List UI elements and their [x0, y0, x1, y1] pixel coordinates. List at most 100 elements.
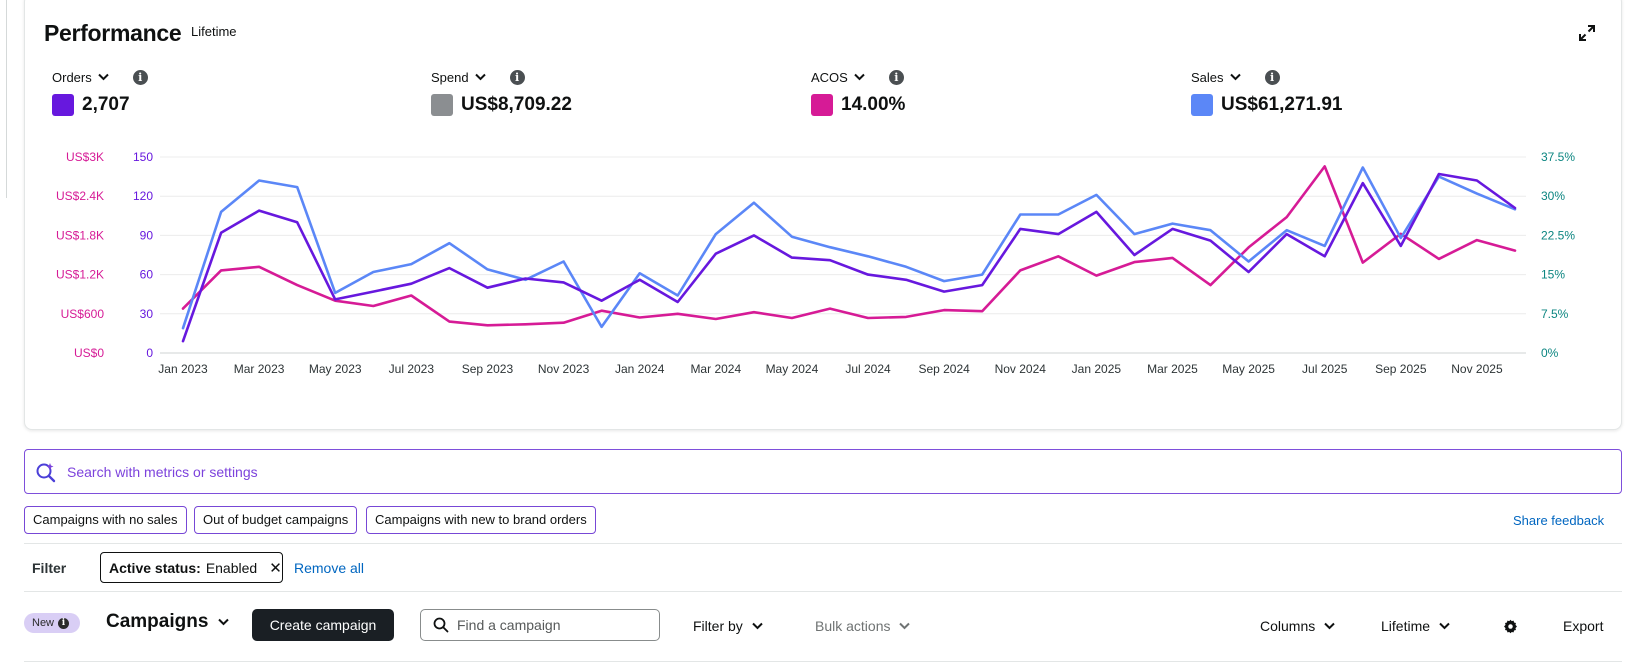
filter-chip-key: Active status: [109, 559, 201, 576]
info-icon[interactable]: i [132, 69, 148, 85]
y-tick-label-orders: 150 [133, 150, 153, 164]
performance-range: Lifetime [191, 24, 237, 39]
active-status-filter-chip[interactable]: Active status: Enabled ✕ [100, 552, 283, 583]
series-line-acos [181, 165, 1517, 327]
metric-label: Spend [431, 69, 469, 85]
x-tick-label: Nov 2025 [1451, 362, 1503, 376]
metric-orders[interactable]: Orders i 2,707 [52, 68, 148, 116]
info-icon: i [58, 617, 70, 629]
y-tick-label-orders: 120 [133, 189, 153, 203]
remove-all-link[interactable]: Remove all [294, 560, 365, 576]
x-tick-label: Sep 2025 [1375, 362, 1427, 376]
chip-out-of-budget[interactable]: Out of budget campaigns [194, 506, 358, 534]
find-campaign-field[interactable] [420, 609, 660, 641]
performance-title: Performance [44, 20, 182, 46]
metric-color-swatch [431, 94, 453, 116]
chevron-down-icon [474, 73, 486, 81]
bulk-actions-label: Bulk actions [815, 618, 891, 634]
divider [24, 543, 1622, 544]
campaigns-type-dropdown[interactable]: Campaigns [106, 611, 230, 633]
divider [24, 591, 1622, 592]
x-tick-label: May 2024 [766, 362, 819, 376]
x-tick-label: Jan 2023 [158, 362, 208, 376]
series-line-sales [181, 166, 1517, 330]
gear-icon[interactable] [1503, 619, 1518, 634]
metric-value: US$8,709.22 [461, 94, 572, 115]
performance-line-chart: US$0 0 0% US$600 30 7.5% US$1.2K 60 15% US$1.8K 90… [56, 150, 1575, 376]
metric-label: ACOS [811, 69, 848, 85]
x-tick-label: Sep 2024 [918, 362, 970, 376]
page-edge-divider [6, 0, 7, 198]
y-tick-label-orders: 60 [140, 268, 154, 282]
columns-dropdown[interactable]: Columns [1260, 618, 1335, 634]
y-tick-label-acos: 7.5% [1541, 307, 1569, 321]
metric-label: Orders [52, 69, 92, 85]
expand-icon[interactable] [1578, 24, 1596, 42]
x-tick-label: Sep 2023 [462, 362, 514, 376]
x-tick-label: Mar 2023 [234, 362, 285, 376]
x-tick-label: May 2023 [309, 362, 362, 376]
filter-label: Filter [32, 560, 67, 576]
y-tick-label-spend: US$2.4K [56, 189, 104, 203]
chip-new-to-brand[interactable]: Campaigns with new to brand orders [366, 506, 596, 534]
metric-label: Sales [1191, 69, 1224, 85]
export-button[interactable]: Export [1563, 618, 1604, 634]
x-tick-label: Jan 2025 [1072, 362, 1122, 376]
y-tick-label-spend: US$3K [66, 150, 104, 164]
x-tick-label: Jul 2025 [1302, 362, 1348, 376]
info-icon[interactable]: i [509, 69, 525, 85]
new-badge[interactable]: New i [24, 613, 80, 633]
date-range-label: Lifetime [1381, 618, 1431, 634]
chevron-down-icon [218, 618, 230, 626]
x-tick-label: Jul 2024 [845, 362, 891, 376]
performance-card [24, 0, 1622, 430]
y-tick-label-spend: US$1.2K [56, 268, 104, 282]
chevron-down-icon [899, 622, 911, 630]
metric-spend[interactable]: Spend i US$8,709.22 [431, 68, 572, 116]
x-tick-label: Nov 2024 [995, 362, 1047, 376]
metric-color-swatch [52, 94, 74, 116]
x-tick-label: Jul 2023 [389, 362, 435, 376]
filter-by-dropdown[interactable]: Filter by [693, 618, 763, 634]
y-tick-label-acos: 15% [1541, 268, 1565, 282]
find-campaign-input[interactable] [457, 617, 647, 633]
x-tick-label: Nov 2023 [538, 362, 590, 376]
chevron-down-icon [752, 622, 763, 630]
divider [24, 661, 1622, 662]
chip-no-sales[interactable]: Campaigns with no sales [24, 506, 187, 534]
y-tick-label-acos: 30% [1541, 189, 1565, 203]
chevron-down-icon [1324, 622, 1335, 630]
columns-label: Columns [1260, 618, 1316, 634]
chevron-down-icon [1229, 73, 1241, 81]
metric-color-swatch [811, 94, 833, 116]
y-tick-label-orders: 30 [140, 307, 154, 321]
new-badge-label: New [32, 617, 55, 629]
y-tick-label-spend: US$0 [74, 346, 104, 360]
y-tick-label-orders: 90 [140, 228, 154, 242]
chevron-down-icon [1439, 622, 1450, 630]
y-tick-label-acos: 0% [1541, 346, 1559, 360]
bulk-actions-dropdown[interactable]: Bulk actions [815, 618, 911, 634]
y-tick-label-orders: 0 [146, 346, 153, 360]
metrics-search-bar[interactable]: Search with metrics or settings [24, 449, 1622, 494]
series-line-orders [181, 172, 1517, 343]
date-range-dropdown[interactable]: Lifetime [1381, 618, 1450, 634]
share-feedback-link[interactable]: Share feedback [1513, 513, 1605, 528]
metric-sales[interactable]: Sales i US$61,271.91 [1191, 68, 1343, 116]
metric-acos[interactable]: ACOS i 14.00% [811, 68, 905, 116]
y-tick-label-spend: US$1.8K [56, 228, 104, 242]
y-tick-label-spend: US$600 [61, 307, 105, 321]
filter-chip-value: Enabled [205, 559, 258, 576]
metric-value: 2,707 [82, 94, 130, 115]
x-tick-label: Mar 2024 [690, 362, 741, 376]
search-placeholder: Search with metrics or settings [67, 463, 258, 480]
create-campaign-button[interactable]: Create campaign [252, 609, 394, 641]
info-icon[interactable]: i [888, 69, 904, 85]
info-icon[interactable]: i [1264, 69, 1280, 85]
search-sparkle-icon [36, 462, 56, 482]
metric-value: US$61,271.91 [1221, 94, 1343, 115]
x-tick-label: Mar 2025 [1147, 362, 1198, 376]
metric-value: 14.00% [841, 94, 906, 115]
close-icon[interactable]: ✕ [269, 559, 282, 577]
filter-by-label: Filter by [693, 618, 743, 634]
